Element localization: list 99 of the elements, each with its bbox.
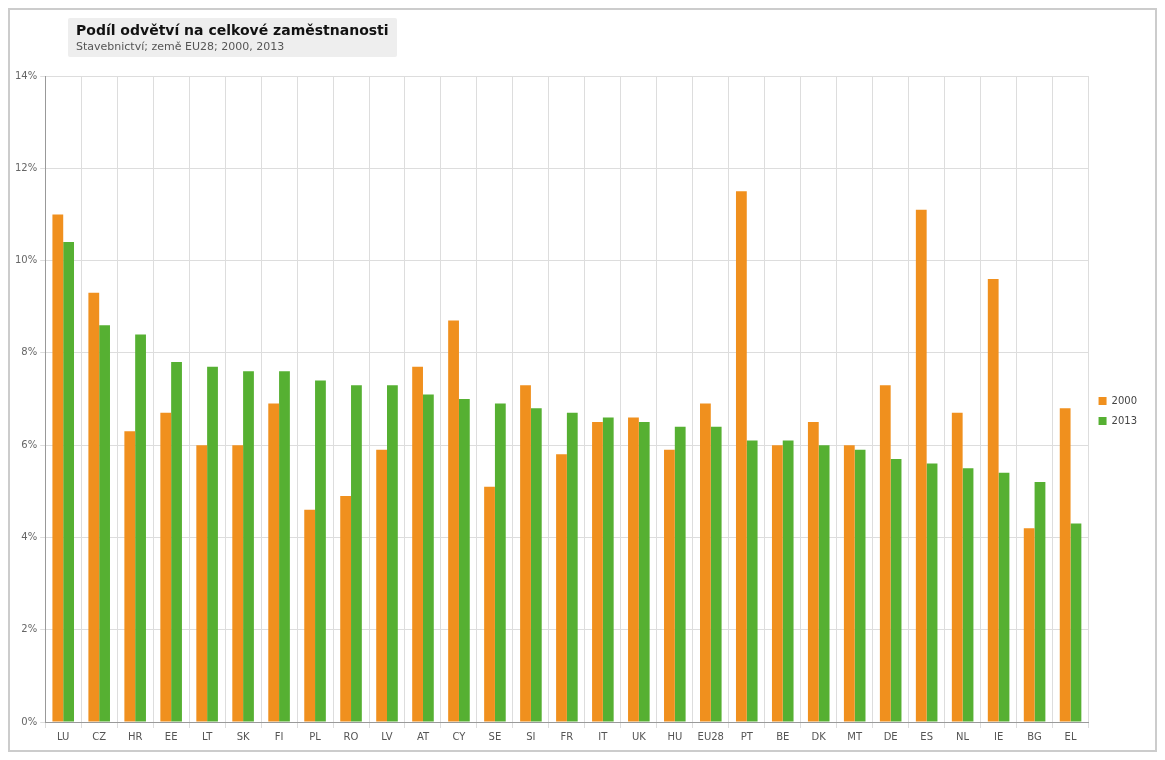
y-tick-label: 12%	[14, 161, 38, 173]
bar	[268, 403, 280, 722]
bar	[962, 468, 974, 722]
bar	[592, 422, 603, 722]
bar	[628, 417, 639, 722]
x-tick-label: SI	[526, 730, 536, 742]
x-tick-label: RO	[343, 730, 359, 742]
y-tick-label: 6%	[21, 438, 38, 450]
bar	[63, 242, 75, 722]
x-tick-label: FI	[274, 730, 284, 742]
bar	[710, 426, 722, 722]
bar	[52, 214, 64, 722]
x-tick-label: DE	[883, 730, 898, 742]
bar	[99, 325, 110, 722]
bar	[951, 412, 963, 722]
bar	[135, 334, 146, 722]
bar	[1034, 482, 1046, 722]
x-tick-label: HU	[667, 730, 683, 742]
bar	[674, 426, 686, 722]
x-tick-label: LT	[201, 730, 214, 742]
x-tick-label: CY	[452, 730, 467, 742]
x-tick-label: EU28	[697, 730, 724, 742]
bar	[771, 445, 783, 722]
bar	[1070, 523, 1082, 722]
x-tick-label: NL	[956, 730, 970, 742]
x-tick-label: FR	[560, 730, 574, 742]
y-tick-label: 2%	[21, 623, 38, 635]
bar	[566, 412, 578, 722]
bar	[376, 449, 388, 722]
x-tick-label: UK	[631, 730, 647, 742]
x-tick-label: PT	[740, 730, 754, 742]
x-tick-label: MT	[847, 730, 863, 742]
chart-subtitle: Stavebnictví; země EU28; 2000, 2013	[76, 40, 286, 53]
x-tick-label: AT	[416, 730, 430, 742]
x-tick-label: PL	[309, 730, 322, 742]
bar	[171, 362, 182, 722]
bar	[448, 320, 459, 722]
bar	[124, 431, 136, 722]
bar	[232, 445, 244, 722]
bar	[807, 422, 819, 722]
bar	[340, 495, 352, 722]
bar	[664, 449, 675, 722]
x-tick-label: BE	[776, 730, 790, 742]
bar	[458, 399, 470, 722]
bar	[700, 403, 711, 722]
bar	[854, 449, 866, 722]
bar	[422, 394, 434, 722]
bar	[243, 371, 254, 722]
x-tick-label: SK	[236, 730, 250, 742]
bar	[926, 463, 938, 722]
y-tick-label: 10%	[14, 254, 38, 266]
chart-title: Podíl odvětví na celkové zaměstnanosti	[76, 22, 389, 38]
bar	[843, 445, 855, 722]
x-tick-label: LV	[381, 730, 393, 742]
x-tick-label: EE	[164, 730, 178, 742]
bar	[520, 385, 531, 722]
bar	[351, 385, 362, 722]
bar	[782, 440, 794, 722]
bar	[88, 292, 100, 722]
legend-label: 2000	[1111, 394, 1137, 406]
bar	[207, 366, 218, 722]
bar	[915, 209, 927, 722]
bar	[1023, 528, 1035, 722]
x-tick-label: IE	[993, 730, 1004, 742]
bar	[818, 445, 830, 722]
bar	[890, 458, 902, 722]
bar	[160, 412, 172, 722]
bar	[638, 422, 650, 722]
bar	[494, 403, 506, 722]
bar	[556, 454, 567, 722]
x-tick-label: EL	[1064, 730, 1077, 742]
bar	[987, 279, 999, 722]
bar	[279, 371, 290, 722]
y-tick-label: 4%	[21, 531, 38, 543]
x-tick-label: CZ	[92, 730, 107, 742]
bar	[484, 486, 495, 722]
bar	[735, 191, 747, 722]
bar	[879, 385, 891, 722]
bar	[315, 380, 326, 722]
bar	[530, 408, 542, 722]
bar	[304, 509, 316, 722]
bar	[1059, 408, 1071, 722]
legend-label: 2013	[1111, 414, 1137, 426]
y-tick-label: 0%	[21, 715, 38, 727]
bar	[387, 385, 398, 722]
x-tick-label: BG	[1027, 730, 1042, 742]
x-tick-label: SE	[488, 730, 502, 742]
x-tick-label: ES	[920, 730, 933, 742]
bar	[602, 417, 614, 722]
x-tick-label: IT	[598, 730, 609, 742]
x-tick-label: LU	[57, 730, 70, 742]
x-tick-label: DK	[811, 730, 827, 742]
y-tick-label: 14%	[14, 69, 38, 81]
y-tick-label: 8%	[21, 346, 38, 358]
bar	[998, 472, 1010, 722]
bar	[746, 440, 758, 722]
x-tick-label: HR	[127, 730, 143, 742]
bar	[196, 445, 208, 722]
bar	[412, 366, 423, 722]
